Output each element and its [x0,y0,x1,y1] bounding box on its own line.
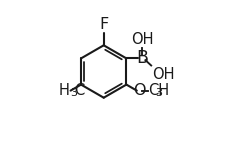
Text: OH: OH [152,67,174,82]
Text: B: B [136,49,148,67]
Text: H: H [59,83,70,98]
Text: OH: OH [131,32,153,47]
Text: 3: 3 [71,89,78,98]
Text: C: C [74,83,84,98]
Text: CH: CH [148,83,169,98]
Text: 3: 3 [155,89,162,98]
Text: F: F [99,17,108,32]
Text: O: O [133,83,146,98]
